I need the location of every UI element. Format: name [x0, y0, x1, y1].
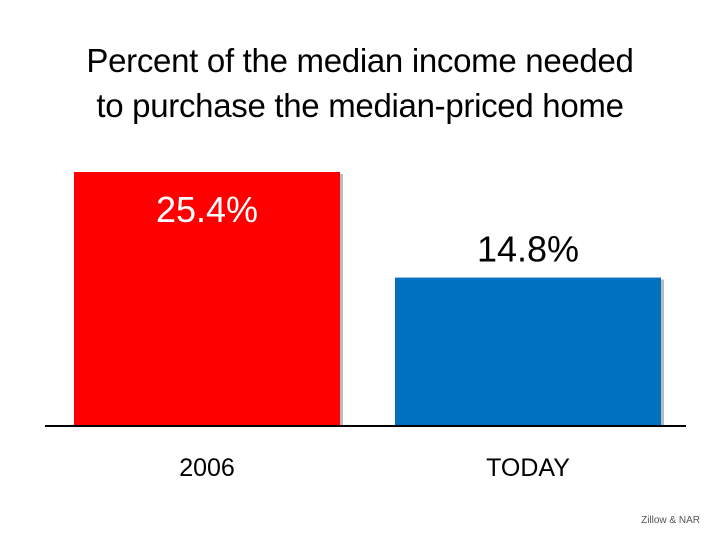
bars-layer [74, 172, 664, 427]
chart-title: Percent of the median income needed to p… [0, 38, 720, 128]
category-label-2006: 2006 [179, 454, 235, 482]
source-note: Zillow & NAR [641, 515, 700, 526]
chart-title-line-1: Percent of the median income needed [86, 42, 634, 79]
chart-title-line-2: to purchase the median-priced home [96, 87, 624, 124]
labels-layer: 25.4% 2006 14.8% TODAY [156, 189, 579, 482]
data-label-2006: 25.4% [156, 189, 258, 230]
data-label-today: 14.8% [477, 229, 579, 270]
category-label-today: TODAY [486, 454, 570, 482]
bar-today [395, 277, 661, 425]
bar-2006 [74, 172, 340, 425]
